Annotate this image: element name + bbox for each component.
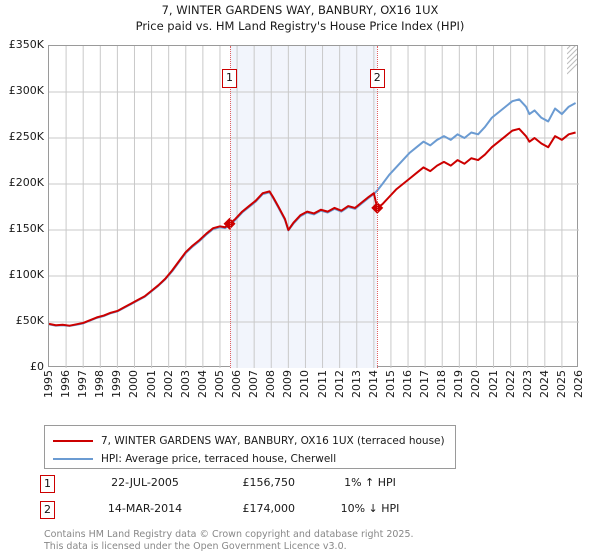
y-axis-tick-label: £150K: [8, 222, 44, 235]
legend-label-hpi: HPI: Average price, terraced house, Cher…: [101, 453, 337, 465]
y-axis-tick-label: £250K: [8, 130, 44, 143]
x-axis-tick-label: 2006: [230, 370, 244, 398]
x-axis-tick-label: 2019: [452, 370, 466, 398]
x-axis-tick-label: 2017: [418, 370, 432, 398]
x-axis-tick-label: 1997: [76, 370, 90, 398]
x-axis-labels: 1995 1996 1997 1998 1999 2000 2001 2002 2003 2004…: [42, 370, 585, 416]
x-axis-tick-label: 2012: [332, 370, 346, 398]
x-axis-tick-label: 1999: [110, 370, 124, 398]
y-axis-tick-label: £350K: [8, 38, 44, 51]
x-axis-tick-label: 2009: [281, 370, 295, 398]
page-title: 7, WINTER GARDENS WAY, BANBURY, OX16 1UX…: [0, 2, 600, 34]
chart-transaction-badge: 2: [369, 69, 385, 88]
x-axis-tick-label: 2007: [247, 370, 261, 398]
transaction-hpi-delta: 10% ↓ HPI: [340, 502, 400, 515]
x-axis-tick-label: 1998: [93, 370, 107, 398]
transaction-date: 14-MAR-2014: [107, 502, 183, 515]
legend-label-price-paid: 7, WINTER GARDENS WAY, BANBURY, OX16 1UX…: [101, 435, 445, 447]
legend-item-price-paid: 7, WINTER GARDENS WAY, BANBURY, OX16 1UX…: [53, 432, 445, 450]
table-row: 1 22-JUL-2005 £156,750 1% ↑ HPI: [40, 474, 460, 500]
chart-series: [49, 98, 577, 327]
x-axis-tick-label: 2008: [264, 370, 278, 398]
x-axis-tick-label: 1996: [59, 370, 73, 398]
x-axis-tick-label: 1995: [42, 370, 55, 398]
legend-swatch-price-paid: [53, 440, 93, 442]
title-line-2: Price paid vs. HM Land Registry's House …: [135, 19, 465, 33]
x-axis-tick-label: 2021: [486, 370, 500, 398]
transaction-marker-line: [229, 46, 231, 368]
x-axis-tick-label: 2004: [195, 370, 209, 398]
x-axis-tick-label: 2001: [144, 370, 158, 398]
table-row: 2 14-MAR-2014 £174,000 10% ↓ HPI: [40, 500, 460, 526]
footer-line-1: Contains HM Land Registry data © Crown c…: [44, 529, 414, 540]
x-axis-tick-label: 2022: [503, 370, 517, 398]
future-hatch-region: [567, 46, 577, 75]
transaction-price: £174,000: [242, 502, 296, 515]
x-axis-tick-label: 2005: [212, 370, 226, 398]
transaction-marker-line: [377, 46, 379, 368]
y-axis-tick-label: £50K: [15, 314, 44, 327]
footer-line-2: This data is licensed under the Open Gov…: [44, 540, 347, 552]
x-axis-tick-label: 2015: [383, 370, 397, 398]
series-line-price-paid: [49, 127, 576, 327]
chart-legend: 7, WINTER GARDENS WAY, BANBURY, OX16 1UX…: [44, 425, 456, 469]
transaction-hpi-delta: 1% ↑ HPI: [344, 476, 396, 489]
chart-transaction-badge: 1: [222, 69, 238, 88]
x-axis-tick-label: 2018: [435, 370, 449, 398]
x-axis-tick-label: 2026: [572, 370, 585, 398]
y-axis-tick-label: £100K: [8, 268, 44, 281]
x-axis-tick-label: 2003: [178, 370, 192, 398]
transaction-index-badge: 2: [40, 501, 55, 519]
y-axis-labels: £0 £50K £100K £150K £200K £250K £300K £350K: [0, 38, 48, 373]
y-axis-tick-label: £300K: [8, 84, 44, 97]
transaction-index-badge: 1: [40, 475, 55, 493]
x-axis-tick-label: 2023: [520, 370, 534, 398]
transaction-price: £156,750: [242, 476, 296, 489]
copyright-footer: Contains HM Land Registry data © Crown c…: [44, 529, 584, 552]
legend-item-hpi: HPI: Average price, terraced house, Cher…: [53, 450, 336, 468]
x-axis-tick-label: 2013: [349, 370, 363, 398]
x-axis-tick-label: 2024: [537, 370, 551, 398]
x-axis-tick-label: 2014: [366, 370, 380, 398]
y-axis-tick-label: £0: [30, 360, 44, 373]
x-axis-tick-label: 2002: [161, 370, 175, 398]
x-axis-tick-label: 2025: [554, 370, 568, 398]
transactions-table: 1 22-JUL-2005 £156,750 1% ↑ HPI 2 14-MAR…: [40, 474, 460, 526]
x-axis-tick-label: 2010: [298, 370, 312, 398]
x-axis-tick-label: 2000: [127, 370, 141, 398]
x-axis-tick-label: 2016: [401, 370, 415, 398]
y-axis-tick-label: £200K: [8, 176, 44, 189]
title-line-1: 7, WINTER GARDENS WAY, BANBURY, OX16 1UX: [161, 3, 439, 17]
chart-gridlines: [49, 46, 579, 368]
legend-swatch-hpi: [53, 458, 93, 460]
x-axis-tick-label: 2020: [469, 370, 483, 398]
transaction-date: 22-JUL-2005: [111, 476, 179, 489]
x-axis-tick-label: 2011: [315, 370, 329, 398]
